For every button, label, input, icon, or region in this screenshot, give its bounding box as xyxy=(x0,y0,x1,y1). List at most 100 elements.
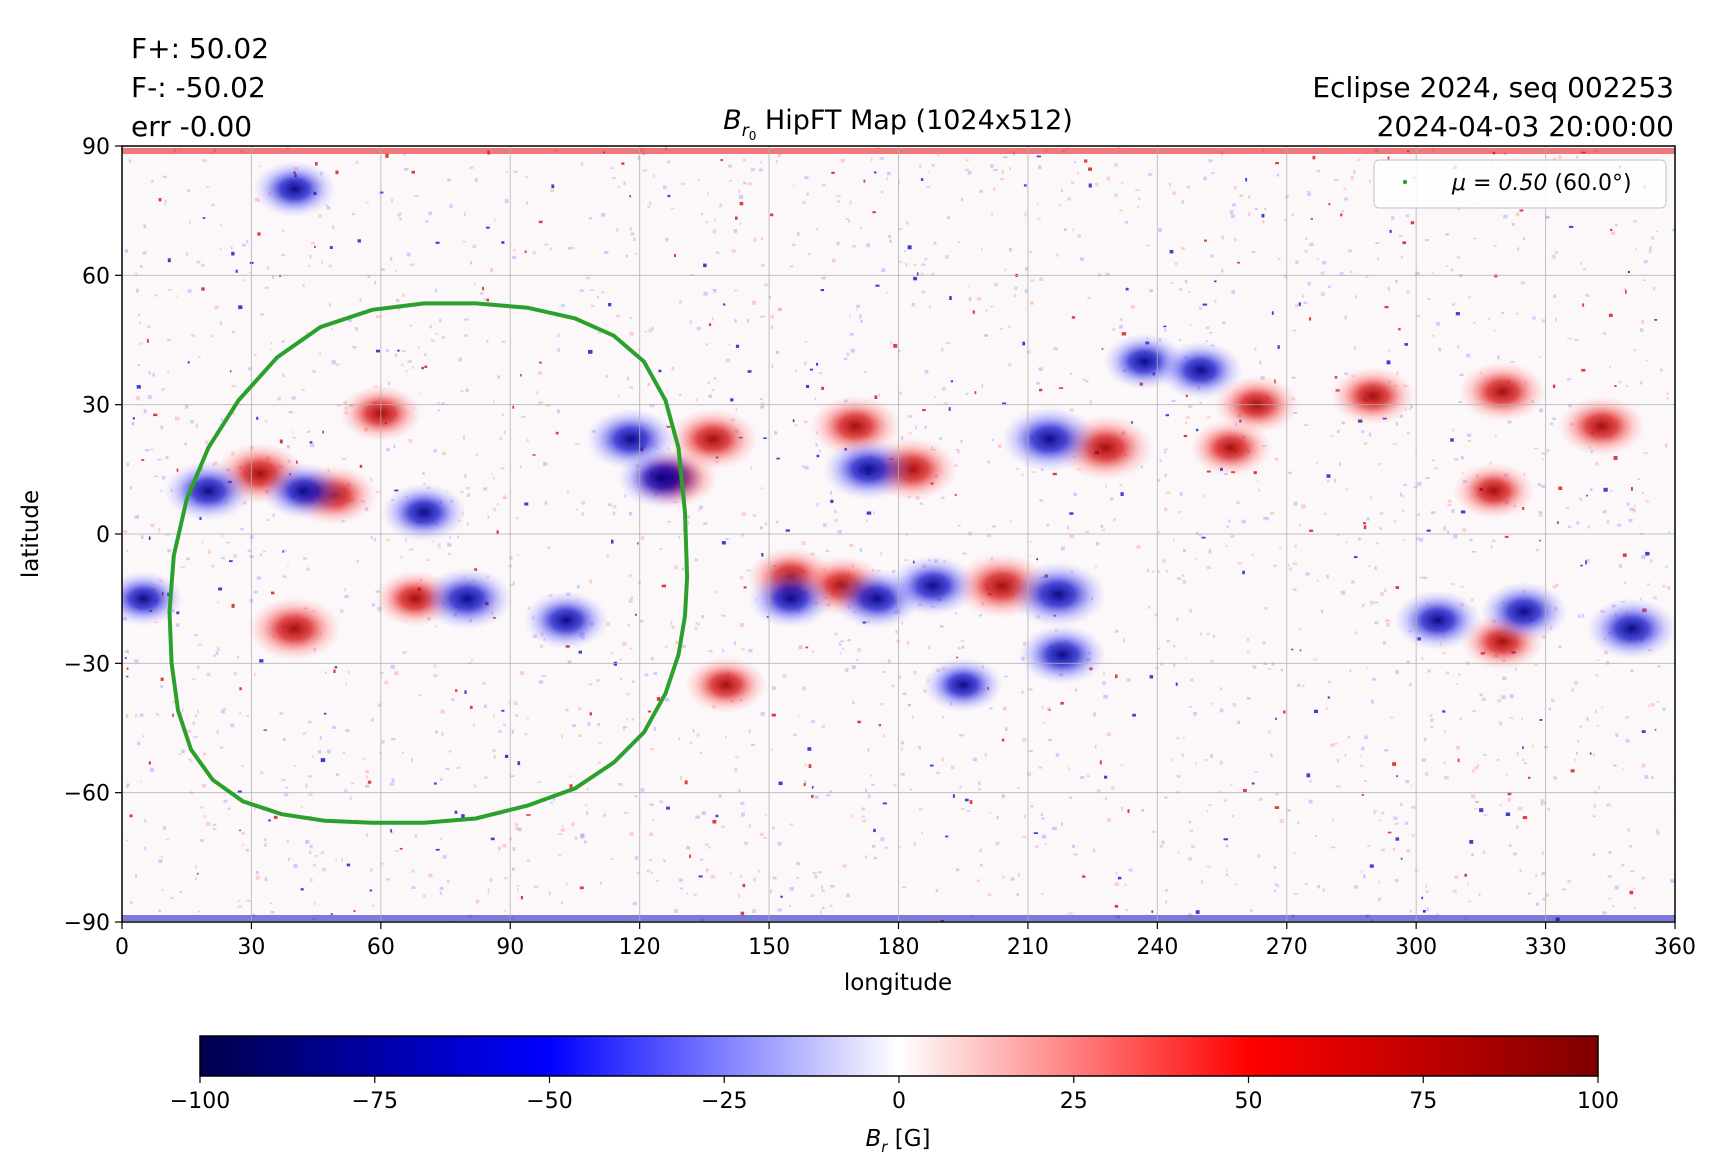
texture-speckle xyxy=(1586,494,1588,497)
active-region-negative xyxy=(888,555,978,617)
texture-speckle xyxy=(441,731,444,736)
texture-speckle xyxy=(1095,565,1097,570)
texture-speckle xyxy=(1592,853,1596,857)
texture-speckle xyxy=(1457,207,1460,211)
texture-speckle xyxy=(190,334,195,337)
texture-speckle xyxy=(1336,533,1340,536)
texture-speckle xyxy=(1254,208,1258,211)
texture-speckle xyxy=(1607,875,1612,878)
texture-speckle xyxy=(1096,789,1101,793)
texture-speckle xyxy=(788,904,791,907)
texture-speckle xyxy=(665,237,669,242)
texture-speckle xyxy=(344,594,349,599)
texture-speckle xyxy=(1059,387,1064,389)
texture-speckle xyxy=(351,782,355,785)
texture-speckle xyxy=(1214,299,1217,304)
texture-speckle xyxy=(1424,239,1429,242)
texture-speckle xyxy=(1641,491,1644,494)
texture-speckle xyxy=(1452,303,1455,306)
texture-speckle xyxy=(1426,529,1431,532)
texture-speckle xyxy=(802,201,806,204)
texture-speckle xyxy=(801,465,805,468)
texture-speckle xyxy=(1579,497,1583,501)
texture-speckle xyxy=(626,376,629,381)
texture-speckle xyxy=(692,729,695,733)
texture-speckle xyxy=(123,530,128,533)
texture-speckle xyxy=(512,405,515,409)
texture-speckle xyxy=(1452,889,1457,893)
texture-speckle xyxy=(384,680,389,685)
texture-speckle xyxy=(241,765,244,767)
texture-speckle xyxy=(499,436,503,441)
texture-speckle xyxy=(1427,298,1431,300)
texture-speckle xyxy=(1603,487,1608,492)
texture-speckle xyxy=(375,490,380,493)
texture-speckle xyxy=(905,221,909,225)
texture-speckle xyxy=(431,540,435,543)
texture-speckle xyxy=(1459,717,1463,720)
texture-speckle xyxy=(758,869,761,873)
texture-speckle xyxy=(493,477,495,480)
texture-speckle xyxy=(1175,737,1180,740)
texture-speckle xyxy=(1467,433,1472,437)
texture-speckle xyxy=(543,462,548,466)
texture-speckle xyxy=(924,370,929,374)
texture-speckle xyxy=(1432,334,1435,337)
texture-speckle xyxy=(1315,462,1319,464)
texture-speckle xyxy=(272,513,275,517)
texture-speckle xyxy=(1379,512,1384,515)
texture-speckle xyxy=(1419,538,1424,542)
texture-speckle xyxy=(335,858,337,862)
texture-speckle xyxy=(487,892,490,895)
texture-speckle xyxy=(882,670,886,673)
texture-speckle xyxy=(1503,214,1508,219)
texture-speckle xyxy=(842,864,848,868)
texture-speckle xyxy=(1320,292,1325,297)
texture-speckle xyxy=(726,358,730,363)
texture-speckle xyxy=(1225,844,1229,848)
texture-speckle xyxy=(465,388,469,392)
texture-speckle xyxy=(1387,156,1390,160)
texture-speckle xyxy=(1069,534,1074,538)
texture-speckle xyxy=(580,835,585,839)
texture-speckle xyxy=(454,810,458,814)
texture-speckle xyxy=(555,431,559,435)
texture-speckle xyxy=(448,552,452,556)
texture-speckle xyxy=(1241,519,1246,524)
texture-speckle xyxy=(589,712,592,716)
texture-speckle xyxy=(386,538,391,541)
texture-speckle xyxy=(1421,657,1424,660)
texture-speckle xyxy=(571,724,576,728)
texture-speckle xyxy=(771,364,774,368)
texture-speckle xyxy=(1287,564,1290,567)
texture-speckle xyxy=(778,307,783,311)
texture-speckle xyxy=(629,317,632,320)
texture-speckle xyxy=(1291,376,1296,379)
texture-speckle xyxy=(1475,800,1479,804)
texture-speckle xyxy=(957,449,960,454)
texture-speckle xyxy=(820,289,824,292)
texture-speckle xyxy=(1102,528,1105,531)
texture-speckle xyxy=(1406,660,1410,664)
texture-speckle xyxy=(1074,160,1076,164)
texture-speckle xyxy=(612,511,616,516)
texture-speckle xyxy=(1195,531,1199,536)
texture-speckle xyxy=(650,748,655,751)
texture-speckle xyxy=(1119,209,1123,212)
texture-speckle xyxy=(246,899,251,902)
texture-speckle xyxy=(433,664,437,668)
texture-speckle xyxy=(270,911,275,914)
texture-speckle xyxy=(365,784,370,788)
texture-speckle xyxy=(629,574,632,577)
texture-speckle xyxy=(1124,883,1128,886)
texture-speckle xyxy=(1366,517,1370,521)
texture-speckle xyxy=(1627,828,1630,832)
texture-speckle xyxy=(406,252,411,257)
texture-speckle xyxy=(1306,773,1311,778)
texture-speckle xyxy=(1297,683,1301,688)
texture-speckle xyxy=(1042,722,1046,724)
texture-speckle xyxy=(497,375,500,379)
texture-speckle xyxy=(1160,662,1164,666)
texture-speckle xyxy=(751,300,756,305)
x-tick-label: 30 xyxy=(237,935,265,960)
